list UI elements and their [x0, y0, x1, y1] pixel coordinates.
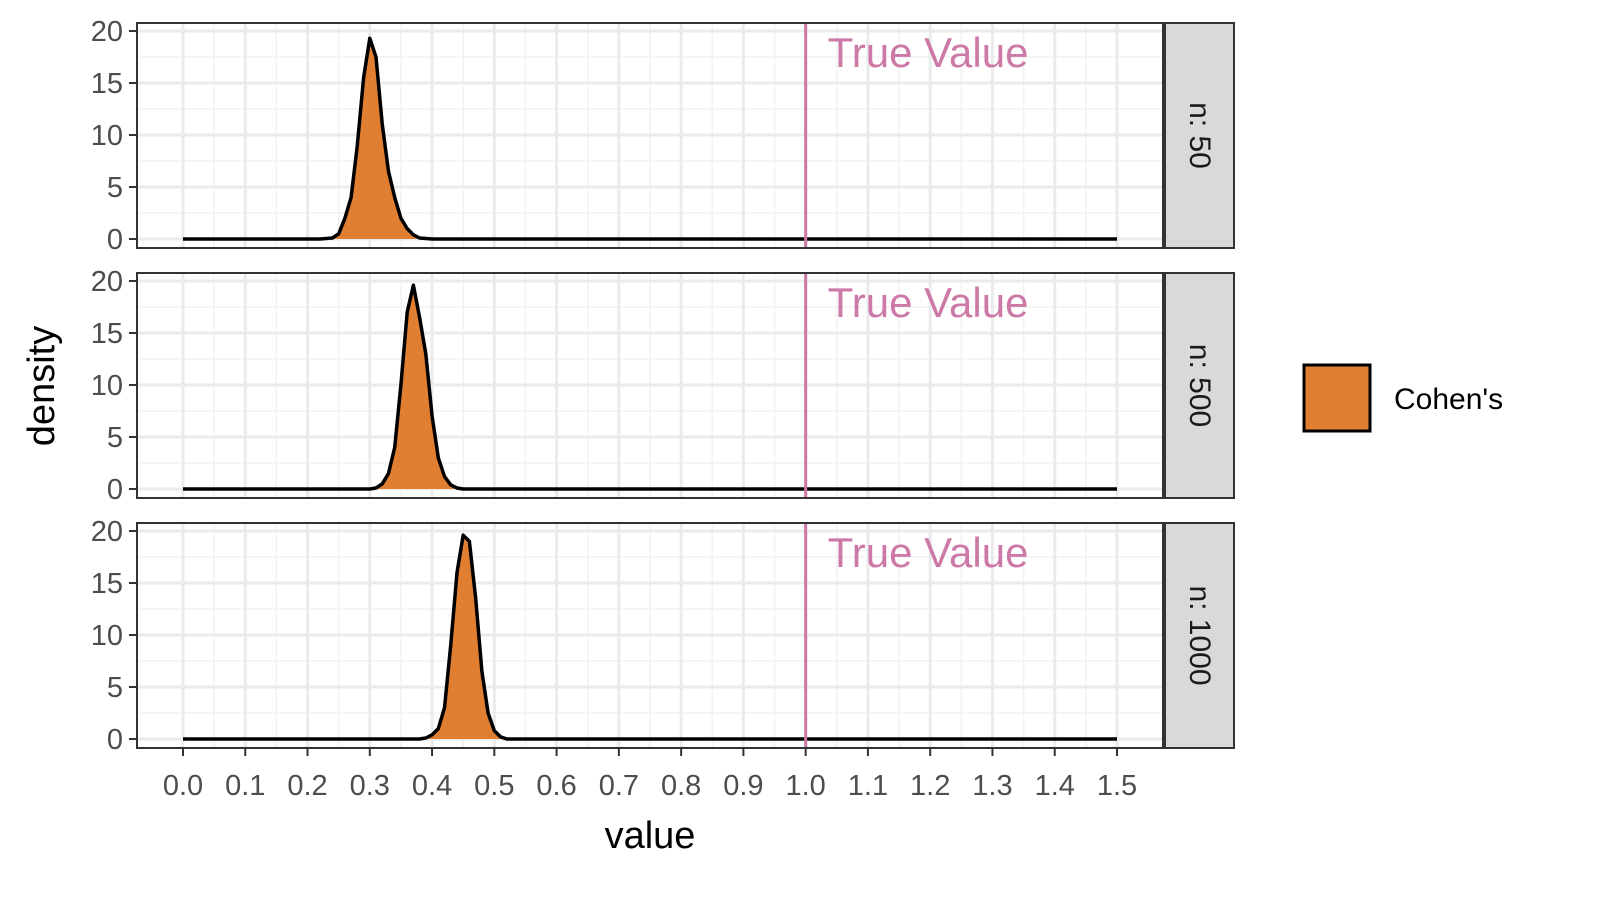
x-tick-label: 1.5: [1097, 770, 1137, 802]
x-axis: 0.0 0.1 0.2 0.3 0.4 0.5 0.6 0.7 0.8 0.9 1.0 1.1 1.2 1…: [163, 748, 1137, 802]
x-tick-label: 0.9: [723, 770, 763, 802]
facet-strip: [1164, 522, 1235, 749]
y-tick-label: 5: [107, 672, 123, 704]
facet-strip-label: n: 50: [1183, 102, 1216, 169]
x-tick-label: 0.4: [412, 770, 452, 802]
facets-layer: True Value 0 5 10 15 20 n: 50 True Value 0 5 10 15 2…: [91, 16, 1235, 756]
facet-strip: [1164, 22, 1235, 249]
y-tick-label: 0: [107, 224, 123, 256]
density-area: [183, 285, 1117, 489]
y-tick-label: 15: [91, 568, 123, 600]
facet-strip-label: n: 1000: [1183, 585, 1216, 685]
y-tick-label: 20: [91, 266, 123, 298]
y-tick-label: 20: [91, 16, 123, 48]
x-tick-label: 1.4: [1035, 770, 1075, 802]
facet-panel: True Value 0 5 10 15 20 n: 500: [91, 266, 1235, 506]
y-tick-label: 5: [107, 172, 123, 204]
y-tick-label: 15: [91, 318, 123, 350]
density-area: [183, 38, 1117, 239]
x-axis-title: value: [605, 815, 696, 857]
x-tick-label: 1.2: [910, 770, 950, 802]
x-tick-label: 0.8: [661, 770, 701, 802]
x-tick-label: 0.0: [163, 770, 203, 802]
x-tick-label: 0.3: [350, 770, 390, 802]
x-tick-label: 1.0: [786, 770, 826, 802]
y-tick-label: 0: [107, 474, 123, 506]
density-line: [183, 533, 1117, 741]
y-tick-label: 10: [91, 620, 123, 652]
legend: Cohen's: [1302, 363, 1503, 433]
y-tick-label: 5: [107, 422, 123, 454]
facet-strip: [1164, 272, 1235, 499]
y-axis-title: density: [21, 326, 63, 446]
facet-panel: True Value 0 5 10 15 20 n: 50: [91, 16, 1235, 256]
legend-label: Cohen's: [1394, 383, 1503, 416]
x-tick-label: 0.5: [474, 770, 514, 802]
x-tick-label: 1.3: [972, 770, 1012, 802]
y-tick-label: 10: [91, 120, 123, 152]
x-tick-label: 0.2: [287, 770, 327, 802]
x-tick-label: 0.6: [536, 770, 576, 802]
y-tick-label: 0: [107, 724, 123, 756]
legend-key-swatch: [1302, 363, 1372, 433]
x-tick-label: 1.1: [848, 770, 888, 802]
facet-strip-label: n: 500: [1183, 344, 1216, 427]
y-tick-label: 10: [91, 370, 123, 402]
true-value-label: True Value: [828, 279, 1029, 326]
true-value-label: True Value: [828, 29, 1029, 76]
density-line: [183, 283, 1117, 491]
y-tick-label: 15: [91, 68, 123, 100]
density-line: [183, 36, 1117, 241]
true-value-label: True Value: [828, 529, 1029, 576]
facet-panel: True Value 0 5 10 15 20 n: 1000: [91, 516, 1235, 756]
x-tick-label: 0.7: [599, 770, 639, 802]
y-tick-label: 20: [91, 516, 123, 548]
x-tick-label: 0.1: [225, 770, 265, 802]
